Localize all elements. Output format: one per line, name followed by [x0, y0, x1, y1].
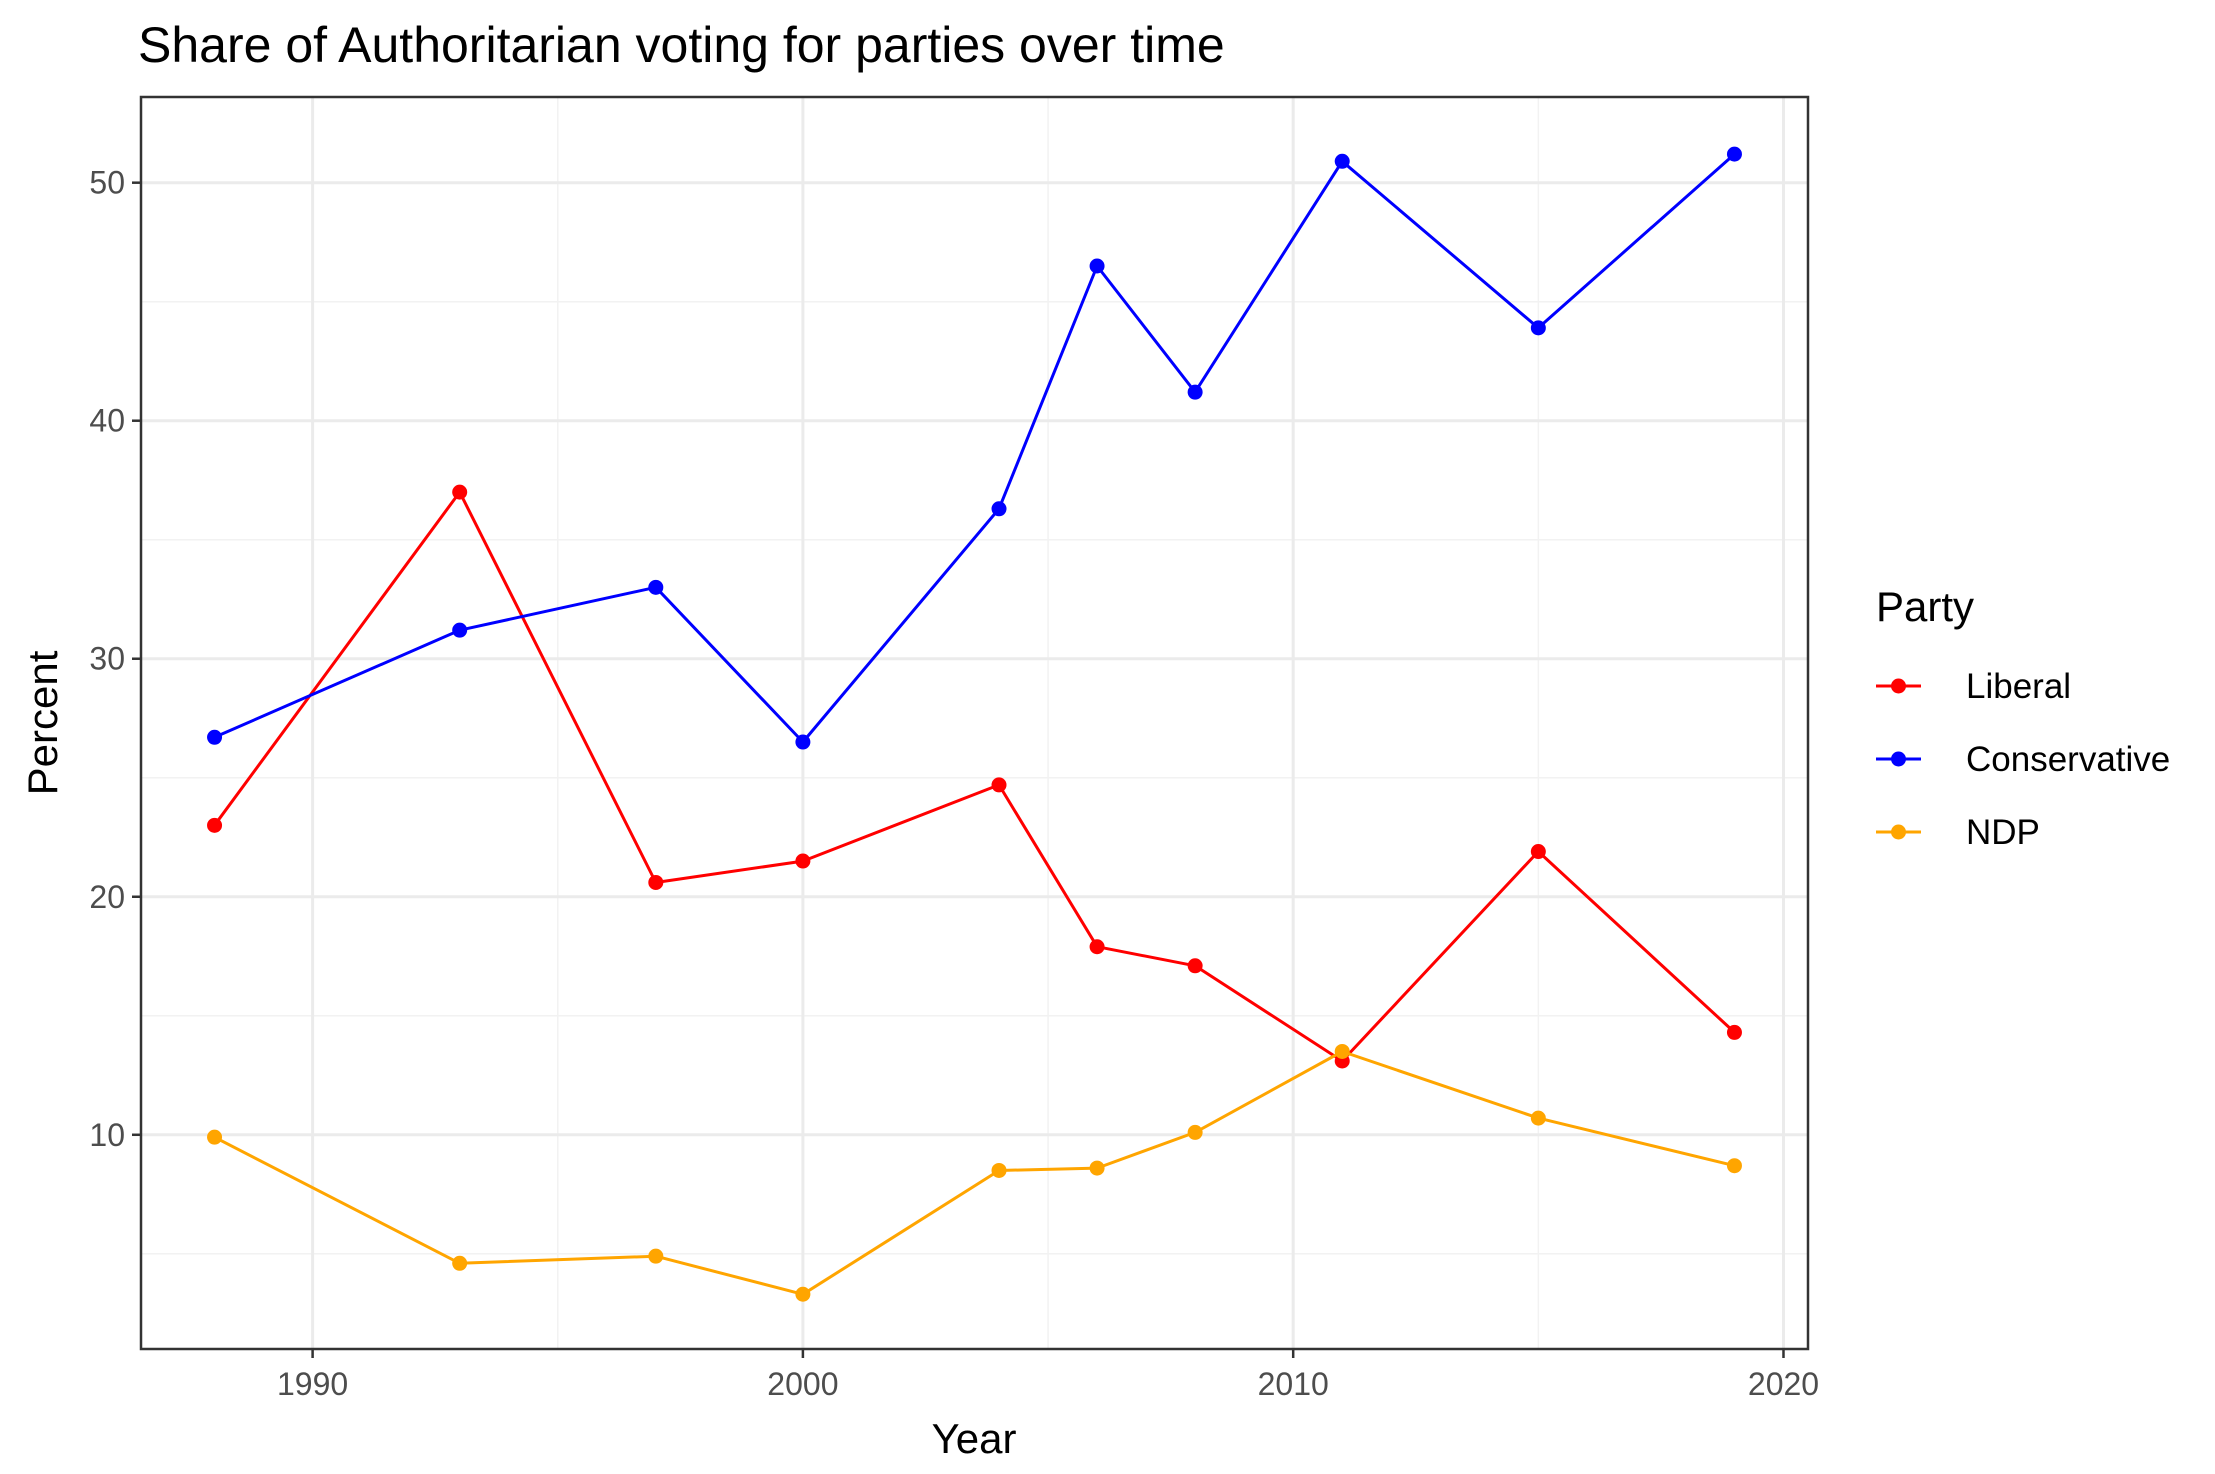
- data-point-conservative: [1089, 258, 1105, 274]
- legend-label-ndp: NDP: [1966, 813, 2040, 852]
- plot-panel-border: [139, 95, 1810, 1351]
- data-point-ndp: [1089, 1160, 1105, 1176]
- data-point-liberal: [452, 484, 468, 500]
- series-layer: [207, 146, 1742, 1302]
- data-point-liberal: [1530, 844, 1546, 860]
- x-axis-title: Year: [932, 1415, 1017, 1462]
- data-point-liberal: [1089, 939, 1105, 955]
- legend-title: Party: [1876, 583, 1974, 630]
- legend-key-point-ndp: [1891, 824, 1906, 840]
- x-tick-label: 1990: [277, 1366, 348, 1402]
- data-point-liberal: [795, 853, 811, 869]
- data-point-conservative: [1187, 384, 1203, 400]
- data-point-ndp: [991, 1162, 1007, 1178]
- y-tick-label: 30: [89, 641, 125, 677]
- data-point-ndp: [1530, 1110, 1546, 1126]
- x-tick-label: 2010: [1258, 1366, 1329, 1402]
- data-point-liberal: [1187, 958, 1203, 974]
- y-tick-label: 40: [89, 403, 125, 439]
- data-point-ndp: [1726, 1158, 1742, 1174]
- series-line-conservative: [213, 152, 1736, 744]
- data-point-conservative: [452, 622, 468, 638]
- y-tick-label: 10: [89, 1117, 125, 1153]
- series-line-ndp: [213, 1050, 1735, 1296]
- series-line-liberal: [213, 490, 1736, 1063]
- grid: [141, 97, 1808, 1349]
- x-axis: 1990 2000 2010 2020: [277, 1349, 1819, 1402]
- x-tick-label: 2020: [1748, 1366, 1819, 1402]
- y-tick-label: 50: [89, 165, 125, 201]
- data-point-liberal: [991, 777, 1007, 793]
- data-point-conservative: [991, 501, 1007, 517]
- data-point-liberal: [1726, 1024, 1742, 1040]
- data-point-conservative: [1334, 153, 1350, 169]
- data-point-conservative: [648, 579, 664, 595]
- data-point-ndp: [795, 1286, 811, 1302]
- data-point-conservative: [795, 734, 811, 750]
- data-point-liberal: [207, 817, 223, 833]
- data-point-ndp: [648, 1248, 664, 1264]
- legend-label-liberal: Liberal: [1966, 667, 2071, 706]
- data-point-conservative: [1530, 320, 1546, 336]
- y-tick-label: 20: [89, 879, 125, 915]
- y-axis: 10 20 30 40 50: [89, 165, 141, 1153]
- y-axis-title: Percent: [19, 650, 66, 795]
- data-point-ndp: [207, 1129, 223, 1145]
- chart-title: Share of Authoritarian voting for partie…: [138, 17, 1225, 73]
- legend-key-point-liberal: [1891, 678, 1906, 694]
- x-tick-label: 2000: [767, 1366, 838, 1402]
- data-point-liberal: [648, 874, 664, 890]
- data-point-ndp: [1187, 1124, 1203, 1140]
- data-point-conservative: [1726, 146, 1742, 162]
- data-point-ndp: [452, 1255, 468, 1271]
- legend-label-conservative: Conservative: [1966, 740, 2170, 779]
- legend-key-point-conservative: [1891, 751, 1906, 767]
- data-point-conservative: [207, 729, 223, 745]
- data-point-ndp: [1334, 1043, 1350, 1059]
- legend: Party Liberal Conservative NDP: [1876, 583, 2170, 852]
